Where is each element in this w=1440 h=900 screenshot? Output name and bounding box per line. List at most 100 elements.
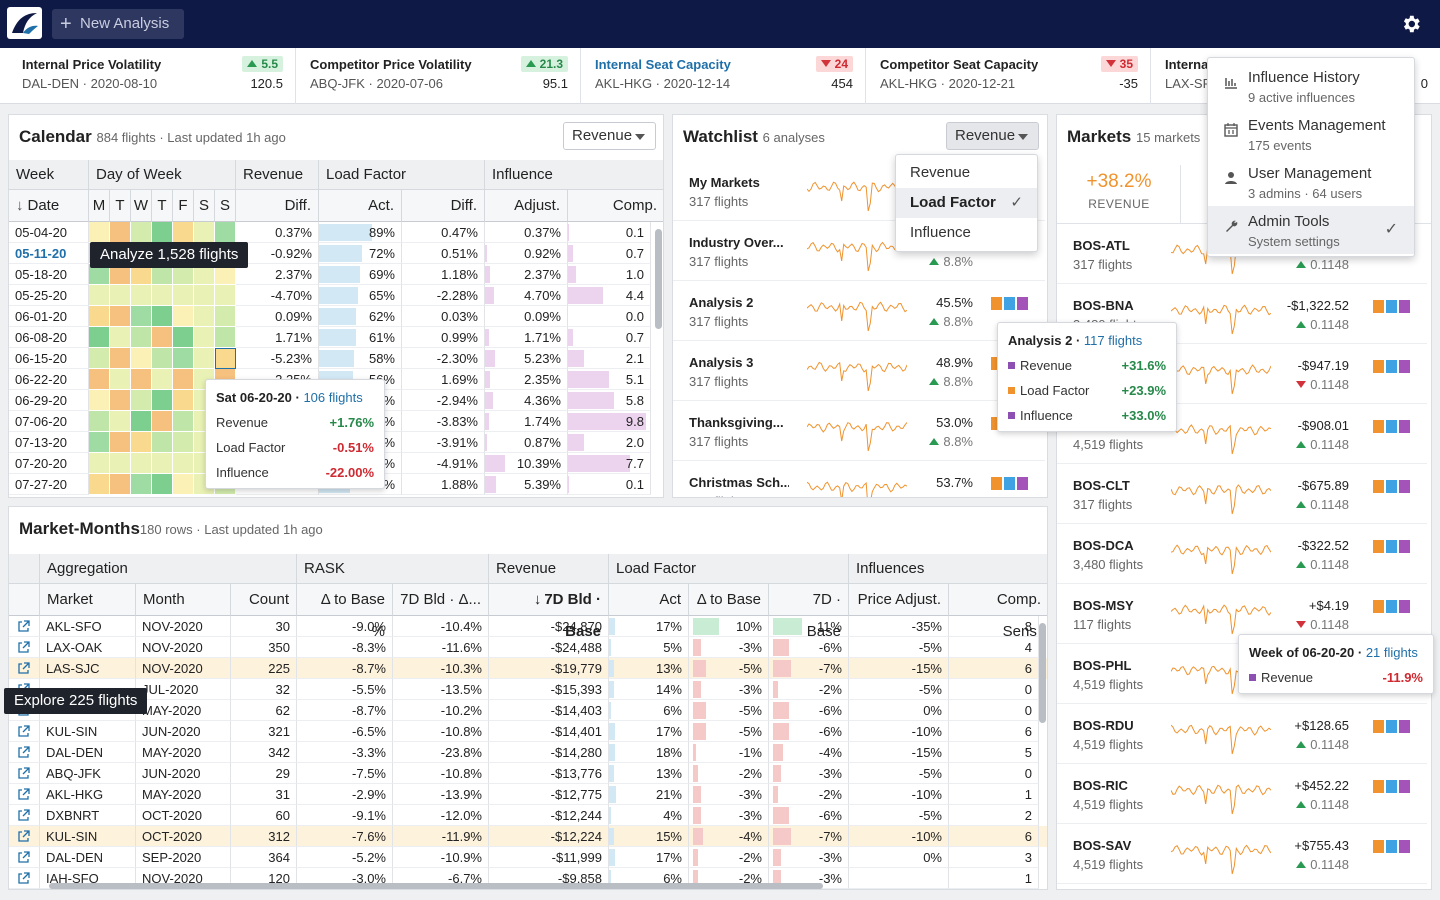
heatmap-cell[interactable] [131,222,152,243]
tooltip-flights-link[interactable]: 21 flights [1365,645,1418,660]
market-row[interactable]: -$947.19 0.1148 [1057,344,1427,404]
market-row[interactable]: BOS-SAV 4,519 flights +$755.43 0.1148 [1057,824,1427,884]
heatmap-cell[interactable] [152,264,173,285]
heatmap-cell[interactable] [110,369,131,390]
heatmap-cell[interactable] [110,264,131,285]
table-row[interactable]: DXBNRT OCT-2020 60 -9.1% -12.0% -$12,244 4% -3%… [9,805,1047,826]
col-header[interactable]: Δ to Base [689,584,769,616]
calendar-scrollbar[interactable] [655,229,662,329]
col-header[interactable]: F [173,190,194,222]
external-link-icon[interactable] [17,830,30,843]
table-row[interactable]: MAY-2020 62 -8.7% -10.2% -$14,403 6% -5% -6% 0% 0 [9,700,1047,721]
kpi-card[interactable]: Internal Price Volatility DAL-DEN · 2020… [8,48,296,104]
col-header[interactable]: Act [609,584,689,616]
explore-cell[interactable] [9,826,40,847]
market-name[interactable]: BOS-CLT [1073,478,1130,493]
heatmap-cell[interactable] [152,348,173,369]
table-row[interactable]: LAS-SJC NOV-2020 225 -8.7% -10.3% -$19,779 13%… [9,658,1047,679]
week-date[interactable]: 06-29-20 [9,390,89,411]
heatmap-cell[interactable] [110,348,131,369]
heatmap-cell[interactable] [173,264,194,285]
heatmap-cell[interactable] [215,306,236,327]
new-analysis-button[interactable]: + New Analysis [52,9,184,39]
external-link-icon[interactable] [17,788,30,801]
col-header[interactable]: ↓ 7D Bld · Base [489,584,609,640]
heatmap-cell[interactable] [131,306,152,327]
heatmap-cell[interactable] [89,474,110,495]
heatmap-cell[interactable] [173,306,194,327]
tooltip-flights-link[interactable]: 106 flights [303,390,363,405]
explore-cell[interactable] [9,658,40,679]
heatmap-cell[interactable] [152,474,173,495]
analysis-name[interactable]: Analysis 3 [689,355,754,370]
col-header[interactable]: W [131,190,152,222]
table-row[interactable]: 05-18-20 2.37% 69% 1.18% 2.37% 1.0 [9,264,663,285]
watchlist-item[interactable]: Thanksgiving... 317 flights 53.0% 8.8% [673,401,1045,461]
week-date[interactable]: 05-11-20 [9,243,89,264]
heatmap-cell[interactable] [131,348,152,369]
heatmap-cell[interactable] [131,411,152,432]
heatmap-cell[interactable] [215,264,236,285]
heatmap-cell[interactable] [152,306,173,327]
market-name[interactable]: BOS-PHL [1073,658,1132,673]
external-link-icon[interactable] [17,641,30,654]
analysis-name[interactable]: Analysis 2 [689,295,754,310]
heatmap-cell[interactable] [152,390,173,411]
market-months-h-scrollbar[interactable] [49,883,823,889]
heatmap-cell[interactable] [110,327,131,348]
heatmap-cell[interactable] [173,348,194,369]
table-row[interactable]: AKL-HKG MAY-2020 31 -2.9% -13.9% -$12,775 21% -… [9,784,1047,805]
admin-menu-item[interactable]: Admin Tools System settings ✓ [1208,206,1414,254]
watchlist-item[interactable]: Analysis 2 317 flights 45.5% 8.8% [673,281,1045,341]
col-header[interactable]: Adjust. [485,190,568,222]
market-row[interactable]: BOS-RDU 4,519 flights +$128.65 0.1148 [1057,704,1427,764]
heatmap-cell[interactable] [152,222,173,243]
analysis-name[interactable]: Industry Over... [689,235,784,250]
col-header[interactable]: Δ to Base % [297,584,393,640]
table-row[interactable]: 07-20-20% -4.91% 10.39% 7.7 [9,453,663,474]
external-link-icon[interactable] [17,809,30,822]
heatmap-cell[interactable] [110,285,131,306]
heatmap-cell[interactable] [89,306,110,327]
explore-cell[interactable] [9,616,40,637]
app-logo[interactable] [7,7,42,39]
watchlist-item[interactable]: Analysis 3 317 flights 48.9% 8.8% [673,341,1045,401]
heatmap-cell[interactable] [173,411,194,432]
heatmap-cell[interactable] [131,453,152,474]
heatmap-cell[interactable] [131,327,152,348]
market-row[interactable]: BOS-RIC 4,519 flights +$452.22 0.1148 [1057,764,1427,824]
heatmap-cell[interactable] [194,327,215,348]
week-date[interactable]: 07-13-20 [9,432,89,453]
col-header[interactable]: 7D · Base [769,584,849,640]
table-row[interactable]: 06-01-20 0.09% 62% 0.03% 0.09% 0.0 [9,306,663,327]
col-header[interactable]: Act. [319,190,402,222]
admin-menu-item[interactable]: Influence History 9 active influences [1208,62,1414,110]
heatmap-cell[interactable] [131,264,152,285]
tooltip-flights-link[interactable]: 117 flights [1083,333,1143,348]
heatmap-cell[interactable] [194,348,215,369]
external-link-icon[interactable] [17,662,30,675]
heatmap-cell[interactable] [110,432,131,453]
explore-cell[interactable] [9,721,40,742]
heatmap-cell[interactable] [194,306,215,327]
external-link-icon[interactable] [17,767,30,780]
col-header[interactable]: Market [40,584,136,616]
selected-heatmap-cell[interactable] [215,348,236,369]
table-row[interactable]: 06-15-20 -5.23% 58% -2.30% 5.23% 2.1 [9,348,663,369]
heatmap-cell[interactable] [194,264,215,285]
heatmap-cell[interactable] [131,474,152,495]
gear-icon[interactable] [1400,13,1422,35]
external-link-icon[interactable] [17,872,30,885]
heatmap-cell[interactable] [89,327,110,348]
menu-item-load-factor[interactable]: Load Factor ✓ [896,188,1037,218]
external-link-icon[interactable] [17,851,30,864]
col-header[interactable]: T [152,190,173,222]
explore-cell[interactable] [9,637,40,658]
heatmap-cell[interactable] [89,264,110,285]
col-header[interactable]: Price Adjust. [849,584,949,616]
table-row[interactable]: KUL-SIN OCT-2020 312 -7.6% -11.9% -$12,224 15%… [9,826,1047,847]
market-name[interactable]: BOS-DCA [1073,538,1134,553]
analysis-name[interactable]: My Markets [689,175,760,190]
table-row[interactable]: KUL-SIN JUN-2020 321 -6.5% -10.8% -$14,401 17%… [9,721,1047,742]
admin-menu-item[interactable]: User Management 3 admins · 64 users [1208,158,1414,206]
